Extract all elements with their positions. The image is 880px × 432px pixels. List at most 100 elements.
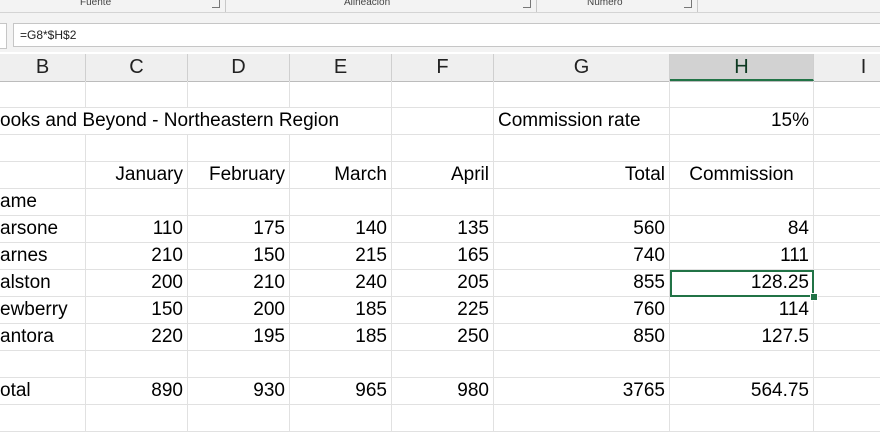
cell[interactable] bbox=[0, 81, 86, 108]
cell-february[interactable]: 210 bbox=[188, 270, 290, 297]
column-header-h[interactable]: H bbox=[670, 54, 814, 81]
cell-april[interactable]: 135 bbox=[392, 216, 494, 243]
header-april[interactable]: April bbox=[392, 162, 494, 189]
cell-march[interactable]: 185 bbox=[290, 297, 392, 324]
cell[interactable] bbox=[814, 405, 880, 432]
cell-january[interactable]: 220 bbox=[86, 324, 188, 351]
column-header-c[interactable]: C bbox=[86, 54, 188, 81]
cell[interactable] bbox=[670, 189, 814, 216]
column-header-f[interactable]: F bbox=[392, 54, 494, 81]
cell[interactable] bbox=[670, 81, 814, 108]
cell-march[interactable]: 215 bbox=[290, 243, 392, 270]
cell[interactable] bbox=[86, 135, 188, 162]
cell-commission[interactable]: 111 bbox=[670, 243, 814, 270]
cell-april[interactable]: 205 bbox=[392, 270, 494, 297]
cell[interactable] bbox=[290, 405, 392, 432]
cell[interactable] bbox=[188, 81, 290, 108]
header-january[interactable]: January bbox=[86, 162, 188, 189]
cell-total[interactable]: 560 bbox=[494, 216, 670, 243]
cell[interactable] bbox=[392, 351, 494, 378]
column-header-b[interactable]: B bbox=[0, 54, 86, 81]
cell-february[interactable]: 195 bbox=[188, 324, 290, 351]
cell[interactable] bbox=[86, 81, 188, 108]
total-march[interactable]: 965 bbox=[290, 378, 392, 405]
cell[interactable] bbox=[86, 405, 188, 432]
cell[interactable] bbox=[814, 297, 880, 324]
header-commission[interactable]: Commission bbox=[670, 162, 814, 189]
column-header-d[interactable]: D bbox=[188, 54, 290, 81]
cell-february[interactable]: 175 bbox=[188, 216, 290, 243]
cell[interactable] bbox=[814, 108, 880, 135]
commission-rate-value[interactable]: 15% bbox=[670, 108, 814, 135]
cell[interactable] bbox=[814, 243, 880, 270]
name-column-label[interactable]: ame bbox=[0, 189, 86, 216]
cell[interactable] bbox=[0, 162, 86, 189]
cell[interactable] bbox=[814, 351, 880, 378]
cell-name[interactable]: arsone bbox=[0, 216, 86, 243]
cell[interactable] bbox=[392, 189, 494, 216]
cell-total[interactable]: 760 bbox=[494, 297, 670, 324]
cell[interactable] bbox=[670, 135, 814, 162]
cell[interactable] bbox=[290, 108, 392, 135]
cell[interactable] bbox=[86, 351, 188, 378]
cell-commission[interactable]: 114 bbox=[670, 297, 814, 324]
cell[interactable] bbox=[494, 351, 670, 378]
cell[interactable] bbox=[392, 81, 494, 108]
cell-name[interactable]: ewberry bbox=[0, 297, 86, 324]
total-april[interactable]: 980 bbox=[392, 378, 494, 405]
cell[interactable] bbox=[814, 81, 880, 108]
cell-april[interactable]: 225 bbox=[392, 297, 494, 324]
active-cell[interactable]: 128.25 bbox=[670, 270, 814, 297]
cell-april[interactable]: 165 bbox=[392, 243, 494, 270]
cell[interactable] bbox=[188, 135, 290, 162]
cell[interactable] bbox=[392, 108, 494, 135]
cell[interactable] bbox=[290, 135, 392, 162]
cell[interactable] bbox=[494, 189, 670, 216]
cell[interactable] bbox=[814, 324, 880, 351]
cell-march[interactable]: 185 bbox=[290, 324, 392, 351]
cell-total[interactable]: 855 bbox=[494, 270, 670, 297]
commission-rate-label[interactable]: Commission rate bbox=[494, 108, 670, 135]
number-dialog-launcher-icon[interactable] bbox=[684, 0, 692, 8]
cell[interactable] bbox=[814, 162, 880, 189]
cell-january[interactable]: 200 bbox=[86, 270, 188, 297]
cell[interactable] bbox=[188, 351, 290, 378]
cell-commission[interactable]: 84 bbox=[670, 216, 814, 243]
formula-input[interactable]: =G8*$H$2 bbox=[13, 23, 880, 47]
header-february[interactable]: February bbox=[188, 162, 290, 189]
cell[interactable] bbox=[814, 270, 880, 297]
cell[interactable] bbox=[670, 351, 814, 378]
totals-label[interactable]: otal bbox=[0, 378, 86, 405]
cell[interactable] bbox=[290, 81, 392, 108]
cell[interactable] bbox=[0, 135, 86, 162]
cell-total[interactable]: 850 bbox=[494, 324, 670, 351]
cell[interactable] bbox=[814, 135, 880, 162]
cell[interactable] bbox=[188, 189, 290, 216]
fill-handle[interactable] bbox=[810, 293, 818, 301]
cell[interactable] bbox=[814, 189, 880, 216]
cell-january[interactable]: 210 bbox=[86, 243, 188, 270]
cell-april[interactable]: 250 bbox=[392, 324, 494, 351]
total-january[interactable]: 890 bbox=[86, 378, 188, 405]
cell[interactable] bbox=[188, 108, 290, 135]
cell-name[interactable]: alston bbox=[0, 270, 86, 297]
name-box[interactable] bbox=[0, 23, 7, 49]
cell-name[interactable]: arnes bbox=[0, 243, 86, 270]
cell[interactable] bbox=[392, 135, 494, 162]
cell[interactable] bbox=[814, 216, 880, 243]
cell[interactable] bbox=[290, 189, 392, 216]
cell[interactable] bbox=[392, 405, 494, 432]
cell[interactable] bbox=[188, 405, 290, 432]
cell-commission[interactable]: 127.5 bbox=[670, 324, 814, 351]
cell[interactable] bbox=[494, 135, 670, 162]
cell-january[interactable]: 110 bbox=[86, 216, 188, 243]
cell-march[interactable]: 140 bbox=[290, 216, 392, 243]
cell[interactable] bbox=[814, 378, 880, 405]
column-header-e[interactable]: E bbox=[290, 54, 392, 81]
cell-total[interactable]: 740 bbox=[494, 243, 670, 270]
cell[interactable] bbox=[290, 351, 392, 378]
total-commission[interactable]: 564.75 bbox=[670, 378, 814, 405]
total-february[interactable]: 930 bbox=[188, 378, 290, 405]
cell[interactable] bbox=[494, 405, 670, 432]
cell-january[interactable]: 150 bbox=[86, 297, 188, 324]
